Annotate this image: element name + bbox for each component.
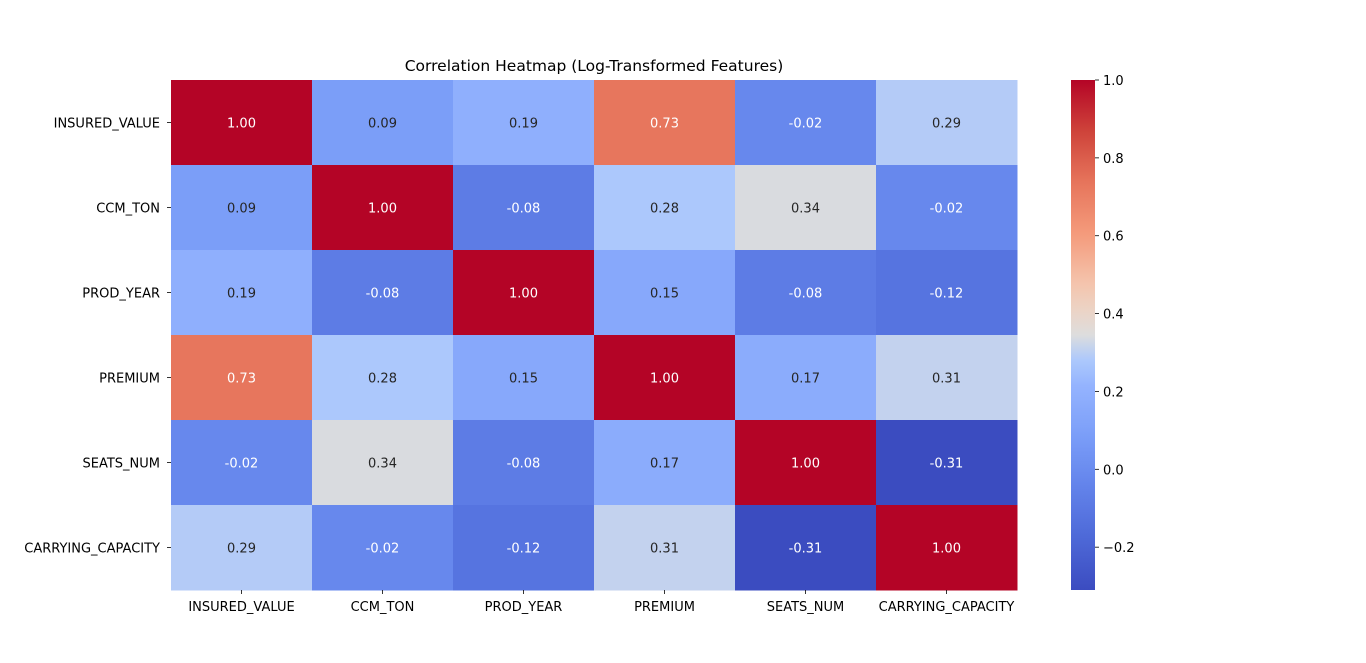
heatmap-cell	[735, 80, 877, 166]
cell-value-label: 0.09	[368, 117, 397, 132]
cell-value-label: 0.29	[932, 117, 961, 132]
heatmap-cell	[594, 335, 736, 421]
heatmap-cell	[876, 420, 1018, 506]
x-tick-label: INSURED_VALUE	[188, 600, 294, 615]
x-tick-label: CARRYING_CAPACITY	[879, 600, 1015, 615]
heatmap-cell	[876, 80, 1018, 166]
heatmap-cell	[735, 335, 877, 421]
cell-value-label: 0.73	[227, 372, 256, 387]
cell-value-label: 0.17	[650, 457, 679, 472]
cell-value-label: 0.28	[368, 372, 397, 387]
y-tick-label: PROD_YEAR	[82, 287, 160, 302]
colorbar-tick-label: 0.4	[1103, 308, 1124, 323]
x-tick-labels: INSURED_VALUE CCM_TON PROD_YEAR PREMIUM SEAT…	[188, 590, 1014, 615]
cell-value-label: 1.00	[791, 457, 820, 472]
x-tick-label: SEATS_NUM	[767, 600, 845, 615]
cell-value-label: -0.31	[930, 457, 964, 472]
cell-value-label: 0.19	[509, 117, 538, 132]
heatmap-cell	[453, 165, 595, 251]
heatmap-cell	[594, 80, 736, 166]
cell-value-label: 0.28	[650, 202, 679, 217]
cell-value-label: 1.00	[509, 287, 538, 302]
heatmap-cell	[594, 505, 736, 591]
cell-value-label: 0.31	[932, 372, 961, 387]
cell-value-label: -0.02	[366, 542, 400, 557]
x-tick-label: CCM_TON	[351, 600, 415, 615]
cell-value-label: 0.17	[791, 372, 820, 387]
cell-value-label: 1.00	[650, 372, 679, 387]
heatmap-cell	[876, 335, 1018, 421]
colorbar-tick-label: 0.6	[1103, 230, 1124, 245]
cell-value-label: -0.02	[225, 457, 259, 472]
y-tick-label: INSURED_VALUE	[54, 117, 160, 132]
cell-value-label: 0.34	[791, 202, 820, 217]
heatmap-cell	[735, 165, 877, 251]
cell-value-label: 1.00	[932, 542, 961, 557]
cell-value-label: 1.00	[368, 202, 397, 217]
y-tick-labels: INSURED_VALUE CCM_TON PROD_YEAR PREMIUM SEAT…	[24, 117, 171, 557]
heatmap-cell	[171, 505, 313, 591]
heatmap-cell	[312, 250, 454, 336]
colorbar-tick-label: 0.0	[1103, 463, 1124, 478]
heatmap-cell	[312, 165, 454, 251]
heatmap-cell	[735, 420, 877, 506]
heatmap-cell	[594, 250, 736, 336]
cell-value-label: 0.34	[368, 457, 397, 472]
y-tick-label: SEATS_NUM	[83, 457, 161, 472]
heatmap-cell	[171, 80, 313, 166]
y-tick-label: PREMIUM	[99, 372, 160, 387]
heatmap-cell	[453, 80, 595, 166]
cell-value-label: 0.15	[509, 372, 538, 387]
y-tick-label: CCM_TON	[96, 202, 160, 217]
heatmap-cell	[312, 80, 454, 166]
heatmap-cell	[453, 335, 595, 421]
x-tick-label: PROD_YEAR	[485, 600, 563, 615]
heatmap-cell	[171, 335, 313, 421]
cell-value-label: 0.73	[650, 117, 679, 132]
cell-value-label: 0.29	[227, 542, 256, 557]
heatmap-cell	[171, 250, 313, 336]
chart-title: Correlation Heatmap (Log-Transformed Fea…	[405, 57, 784, 75]
cell-value-label: 0.09	[227, 202, 256, 217]
cell-value-label: -0.08	[507, 202, 541, 217]
colorbar-tick-label: −0.2	[1103, 541, 1135, 556]
cell-value-label: -0.08	[366, 287, 400, 302]
heatmap-cell	[876, 505, 1018, 591]
cell-value-label: -0.31	[789, 542, 823, 557]
cell-value-label: -0.02	[930, 202, 964, 217]
colorbar-tick-label: 0.8	[1103, 152, 1124, 167]
heatmap-cell	[171, 420, 313, 506]
colorbar-ticks: 1.0 0.8 0.6 0.4 0.2 0.0 −0.2	[1095, 74, 1135, 556]
heatmap-cell	[594, 165, 736, 251]
colorbar-gradient	[1071, 80, 1095, 590]
heatmap-cell	[876, 165, 1018, 251]
heatmap-cell	[735, 505, 877, 591]
cell-value-label: 1.00	[227, 117, 256, 132]
cell-value-label: -0.08	[789, 287, 823, 302]
cell-value-label: 0.31	[650, 542, 679, 557]
cell-value-label: -0.12	[507, 542, 541, 557]
colorbar-tick-label: 0.2	[1103, 385, 1124, 400]
cell-value-label: -0.08	[507, 457, 541, 472]
x-tick-label: PREMIUM	[634, 600, 695, 615]
cell-value-label: -0.02	[789, 117, 823, 132]
heatmap-cell	[453, 250, 595, 336]
heatmap-cell	[453, 420, 595, 506]
heatmap-cell	[453, 505, 595, 591]
heatmap-cell	[594, 420, 736, 506]
cell-value-label: 0.19	[227, 287, 256, 302]
heatmap-cell	[312, 420, 454, 506]
heatmap-cell	[312, 335, 454, 421]
heatmap-cell	[876, 250, 1018, 336]
colorbar-tick-label: 1.0	[1103, 74, 1124, 89]
y-tick-label: CARRYING_CAPACITY	[24, 542, 160, 557]
heatmap-cell	[735, 250, 877, 336]
heatmap-cell	[312, 505, 454, 591]
heatmap-cells: 1.00 0.09 0.19 0.73 -0.02 0.29 0.09 1.00 -0.08 0.…	[171, 80, 1018, 591]
cell-value-label: 0.15	[650, 287, 679, 302]
colorbar: 1.0 0.8 0.6 0.4 0.2 0.0 −0.2	[1071, 74, 1135, 590]
cell-value-label: -0.12	[930, 287, 964, 302]
heatmap-cell	[171, 165, 313, 251]
